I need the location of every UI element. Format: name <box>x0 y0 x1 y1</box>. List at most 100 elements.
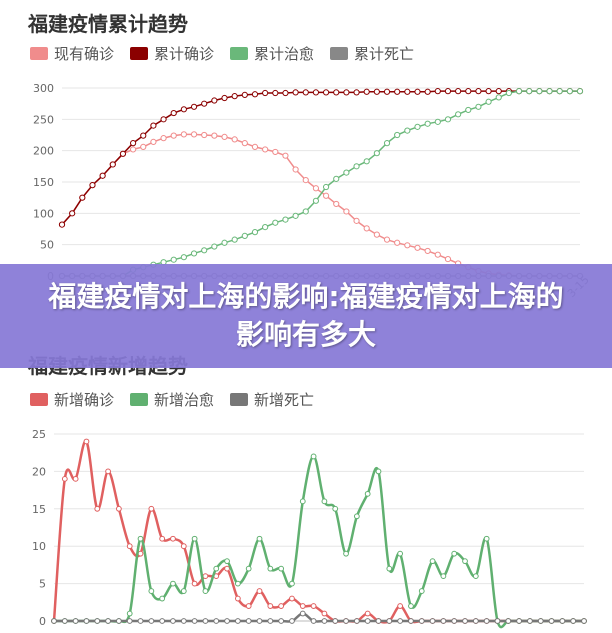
data-point <box>322 89 330 96</box>
data-point <box>140 143 147 151</box>
data-point <box>322 183 330 191</box>
data-point <box>312 197 320 204</box>
y-tick-label: 0 <box>39 615 46 628</box>
legend-item-new-deaths[interactable]: 新增死亡 <box>230 389 314 410</box>
data-point <box>105 618 111 624</box>
data-point <box>581 618 587 624</box>
data-point <box>267 565 274 572</box>
data-point <box>548 618 555 624</box>
data-point <box>310 618 317 624</box>
data-point <box>465 88 472 95</box>
data-point <box>170 256 177 263</box>
data-point <box>256 588 263 594</box>
data-point <box>475 103 482 110</box>
data-point <box>465 106 472 114</box>
legend-swatch <box>330 47 349 60</box>
data-point <box>364 490 371 497</box>
data-point <box>140 132 147 139</box>
data-point <box>262 146 269 153</box>
data-point <box>429 618 436 624</box>
data-point <box>485 88 492 95</box>
legend-swatch <box>30 393 48 406</box>
data-point <box>408 618 414 624</box>
data-point <box>408 603 414 609</box>
data-point <box>527 618 533 624</box>
data-point <box>289 595 295 602</box>
data-point <box>483 535 490 542</box>
legend-item-total-deaths[interactable]: 累计死亡 <box>330 43 414 64</box>
data-point <box>245 603 252 609</box>
data-point <box>267 618 274 624</box>
legend-item-new-confirmed[interactable]: 新增确诊 <box>30 389 114 410</box>
data-point <box>299 603 306 609</box>
data-point <box>475 88 482 95</box>
legend-swatch <box>130 393 149 406</box>
data-point <box>515 88 523 95</box>
data-point <box>170 109 177 117</box>
data-point <box>105 468 111 475</box>
data-point <box>383 88 391 95</box>
data-point <box>556 88 563 95</box>
data-point <box>231 136 238 143</box>
data-point <box>272 89 279 97</box>
data-point <box>495 94 502 101</box>
data-point <box>333 175 340 182</box>
data-point <box>231 93 238 100</box>
data-point <box>373 88 380 95</box>
data-point <box>333 200 340 208</box>
y-tick-label: 10 <box>32 540 46 553</box>
data-point <box>364 610 371 617</box>
data-point <box>494 618 501 624</box>
data-point <box>353 513 360 520</box>
data-point <box>191 618 198 624</box>
data-point <box>485 98 492 105</box>
data-point <box>429 558 436 565</box>
data-point <box>455 88 462 95</box>
legend-swatch <box>130 47 149 60</box>
data-point <box>418 588 425 594</box>
y-tick-label: 250 <box>33 113 54 126</box>
data-point <box>148 505 155 512</box>
y-tick-label: 200 <box>33 145 54 158</box>
data-point <box>256 535 263 542</box>
data-point <box>211 132 218 139</box>
data-point <box>383 140 391 147</box>
data-point <box>272 219 279 226</box>
data-point <box>363 88 370 95</box>
data-point <box>170 535 176 542</box>
data-point <box>221 239 228 246</box>
data-point <box>180 618 187 624</box>
y-tick-label: 25 <box>32 428 46 441</box>
data-point <box>251 91 259 98</box>
data-point <box>126 543 133 550</box>
legend-item-current-confirmed[interactable]: 现有确诊 <box>30 43 114 64</box>
legend-label: 累计死亡 <box>354 45 415 63</box>
data-point <box>94 618 101 624</box>
data-point <box>404 127 411 134</box>
data-point <box>191 535 198 542</box>
data-point <box>343 89 350 96</box>
data-point <box>312 185 320 192</box>
data-point <box>302 208 309 215</box>
data-point <box>375 468 382 475</box>
data-point <box>119 150 127 157</box>
data-point <box>289 580 295 587</box>
data-point <box>332 618 339 624</box>
legend-item-new-recovered[interactable]: 新增治愈 <box>130 389 214 410</box>
data-point <box>278 603 285 609</box>
data-point <box>495 88 502 95</box>
legend-label: 累计确诊 <box>154 45 215 63</box>
data-point <box>51 618 57 624</box>
legend-label: 新增治愈 <box>154 391 215 409</box>
data-point <box>353 163 360 170</box>
data-point <box>129 140 137 147</box>
legend-item-total-recovered[interactable]: 累计治愈 <box>230 43 314 64</box>
legend-item-total-confirmed[interactable]: 累计确诊 <box>130 43 214 64</box>
legend-label: 累计治愈 <box>254 45 315 63</box>
data-point <box>221 94 228 102</box>
data-point <box>278 565 285 572</box>
data-point <box>137 535 144 542</box>
data-point <box>224 558 230 565</box>
data-point <box>343 550 349 557</box>
legend-swatch <box>230 393 249 406</box>
